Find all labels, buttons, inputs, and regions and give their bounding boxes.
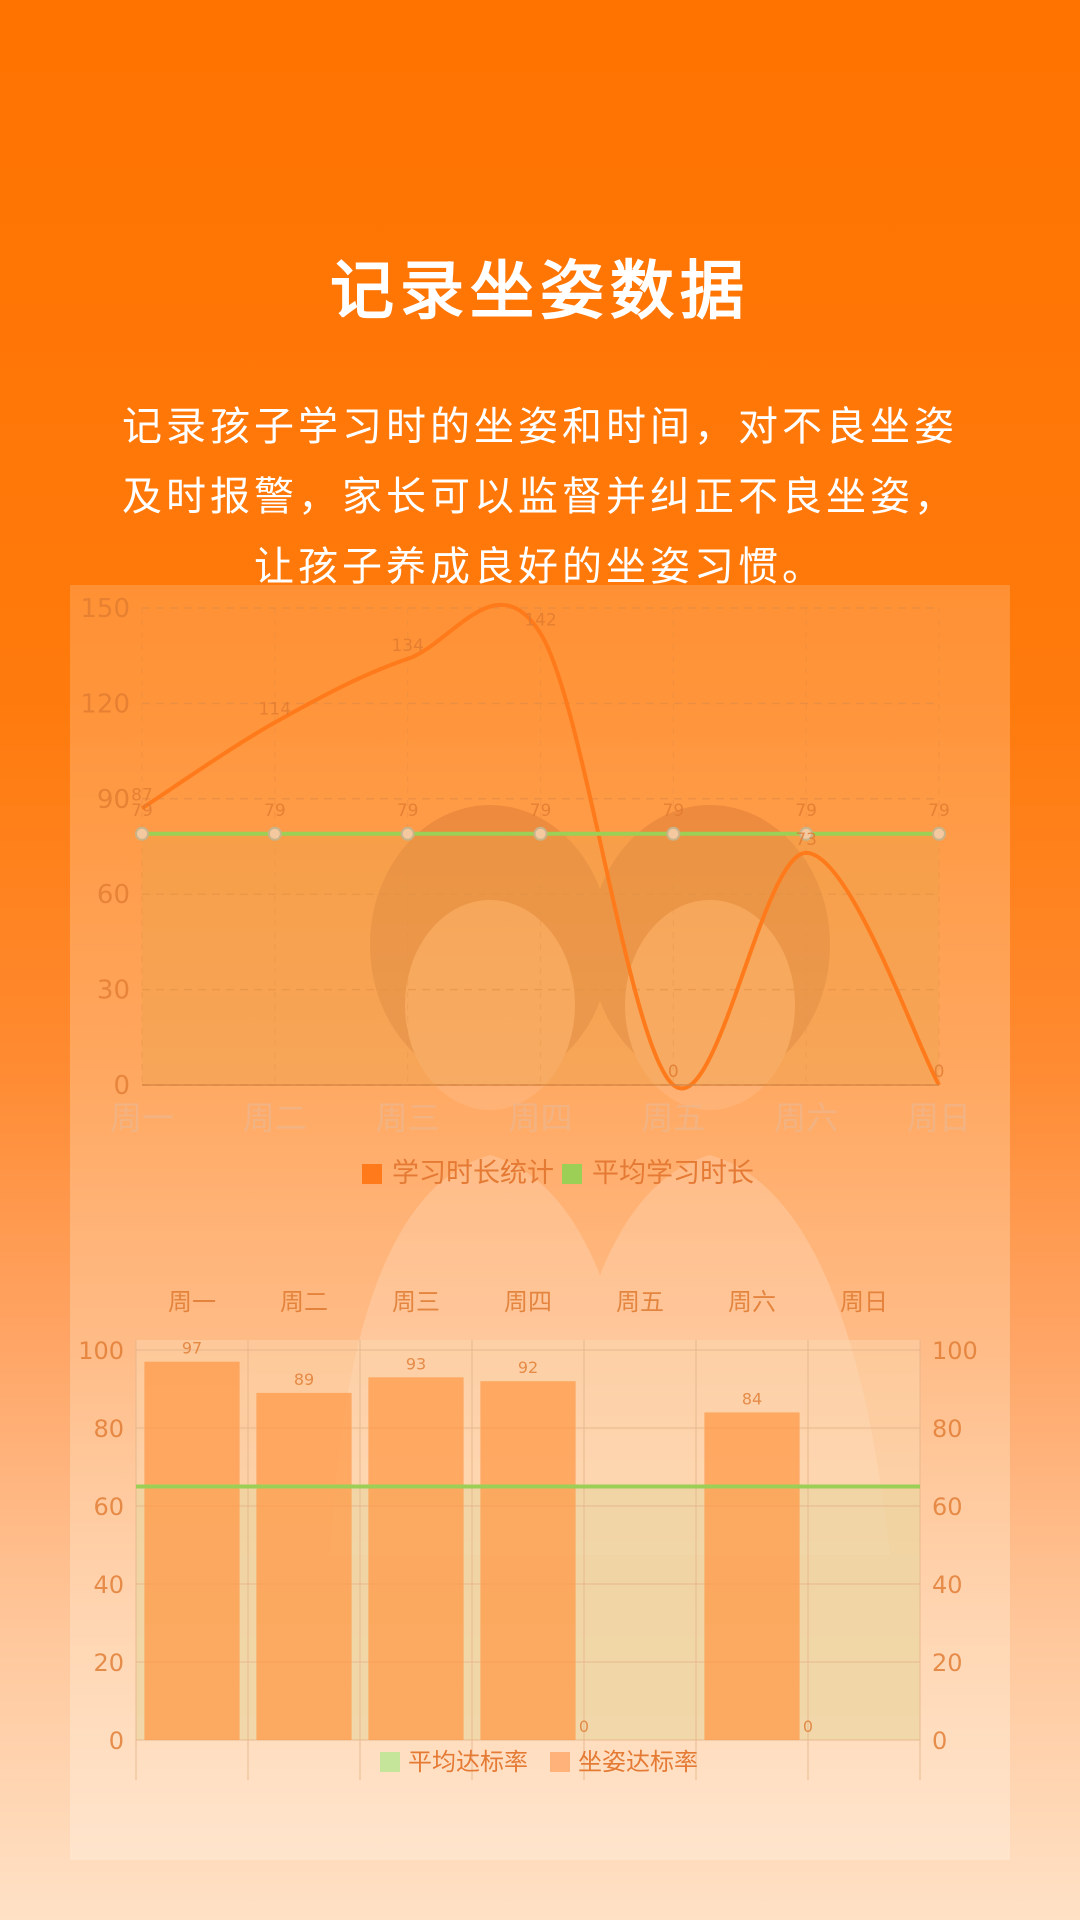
- y-tick-label: 30: [97, 976, 130, 1006]
- y-tick-label-left: 0: [109, 1727, 124, 1755]
- average-point: [267, 826, 282, 841]
- study-value-label: 134: [391, 636, 423, 656]
- legend-swatch-posture: [550, 1752, 570, 1772]
- y-tick-label: 0: [113, 1071, 130, 1101]
- x-tick-label: 周二: [243, 1099, 307, 1137]
- average-value-label: 79: [264, 801, 286, 821]
- legend-label-average: 平均达标率: [408, 1748, 528, 1776]
- bar-value-label: 97: [182, 1339, 202, 1358]
- y-tick-label-left: 40: [93, 1571, 124, 1599]
- y-tick-label-left: 100: [78, 1337, 124, 1365]
- legend-label-average: 平均学习时长: [592, 1158, 754, 1189]
- study-value-label: 87: [131, 785, 153, 805]
- average-value-label: 79: [795, 801, 817, 821]
- legend-swatch-average: [380, 1752, 400, 1772]
- study-time-line: [140, 603, 941, 1091]
- legend-label-posture: 坐姿达标率: [578, 1748, 698, 1776]
- bar-value-label: 84: [742, 1389, 762, 1408]
- y-tick-label: 120: [80, 689, 130, 719]
- study-value-label: 142: [524, 610, 556, 630]
- x-tick-label: 周五: [616, 1288, 664, 1316]
- bar-value-label: 93: [406, 1354, 426, 1373]
- legend-swatch-study: [362, 1164, 382, 1184]
- study-value-label: 0: [668, 1062, 679, 1082]
- bar: [704, 1412, 800, 1740]
- x-tick-label: 周一: [110, 1099, 174, 1137]
- bar-value-label: 92: [518, 1358, 538, 1377]
- intro-description: 记录孩子学习时的坐姿和时间，对不良坐姿 及时报警，家长可以监督并纠正不良坐姿， …: [120, 392, 960, 602]
- average-point: [533, 826, 548, 841]
- y-tick-label-right: 0: [932, 1727, 947, 1755]
- x-tick-label: 周六: [728, 1288, 776, 1316]
- study-value-label: 114: [259, 699, 291, 719]
- average-point: [135, 826, 149, 841]
- average-value-label: 79: [131, 801, 153, 821]
- y-tick-label-left: 80: [93, 1415, 124, 1443]
- legend-label-study: 学习时长统计: [392, 1158, 554, 1189]
- x-tick-label: 周二: [280, 1288, 328, 1316]
- study-value-label: 73: [795, 830, 817, 850]
- y-tick-label-right: 100: [932, 1337, 978, 1365]
- y-tick-label: 90: [97, 785, 130, 815]
- bar: [480, 1381, 576, 1740]
- study-value-label: 0: [934, 1062, 945, 1082]
- average-value-label: 79: [663, 801, 685, 821]
- bar: [368, 1377, 464, 1740]
- x-tick-label: 周四: [508, 1099, 572, 1137]
- legend-swatch-average: [562, 1164, 582, 1184]
- bar-value-label: 89: [294, 1370, 314, 1389]
- average-point: [932, 826, 946, 841]
- average-area: [142, 833, 939, 1085]
- y-tick-label-left: 20: [93, 1649, 124, 1677]
- average-point: [799, 826, 814, 841]
- chart-panel: 87 114 134 142 0 73 0 79 79 79 79 79 79 79 0 30 60 90 120…: [70, 585, 1010, 1860]
- x-tick-label: 周日: [840, 1288, 888, 1316]
- y-tick-label: 150: [80, 594, 130, 624]
- intro-line: 让孩子养成良好的坐姿习惯。: [254, 544, 826, 590]
- y-tick-label-left: 60: [93, 1493, 124, 1521]
- y-tick-label-right: 20: [932, 1649, 963, 1677]
- bar-value-label: 0: [803, 1717, 813, 1736]
- x-tick-label: 周四: [504, 1288, 552, 1316]
- intro-line: 记录孩子学习时的坐姿和时间，对不良坐姿: [122, 404, 958, 450]
- bar: [144, 1361, 240, 1740]
- x-tick-label: 周日: [907, 1099, 971, 1137]
- intro-line: 及时报警，家长可以监督并纠正不良坐姿，: [122, 474, 958, 520]
- average-value-label: 79: [928, 801, 950, 821]
- average-value-label: 79: [397, 801, 419, 821]
- study-time-line-chart: 87 114 134 142 0 73 0 79 79 79 79 79 79 79 0 30 60 90 120…: [80, 594, 971, 1189]
- x-tick-label: 周五: [641, 1099, 705, 1137]
- average-point: [666, 826, 681, 841]
- x-tick-label: 周三: [392, 1288, 440, 1316]
- average-point: [400, 826, 415, 841]
- posture-rate-bar-chart: 97 89 93 92 0 84 0 0 0 20 20 40 40 60 60 80 80 100 100 周一 周…: [78, 1288, 978, 1780]
- x-tick-label: 周六: [774, 1099, 838, 1137]
- x-tick-label: 周一: [168, 1288, 216, 1316]
- bar: [256, 1392, 352, 1740]
- x-tick-label: 周三: [376, 1099, 440, 1137]
- page-title: 记录坐姿数据: [330, 255, 750, 329]
- y-tick-label-right: 80: [932, 1415, 963, 1443]
- y-tick-label-right: 60: [932, 1493, 963, 1521]
- y-tick-label-right: 40: [932, 1571, 963, 1599]
- y-tick-label: 60: [97, 880, 130, 910]
- average-value-label: 79: [530, 801, 552, 821]
- bar-value-label: 0: [579, 1717, 589, 1736]
